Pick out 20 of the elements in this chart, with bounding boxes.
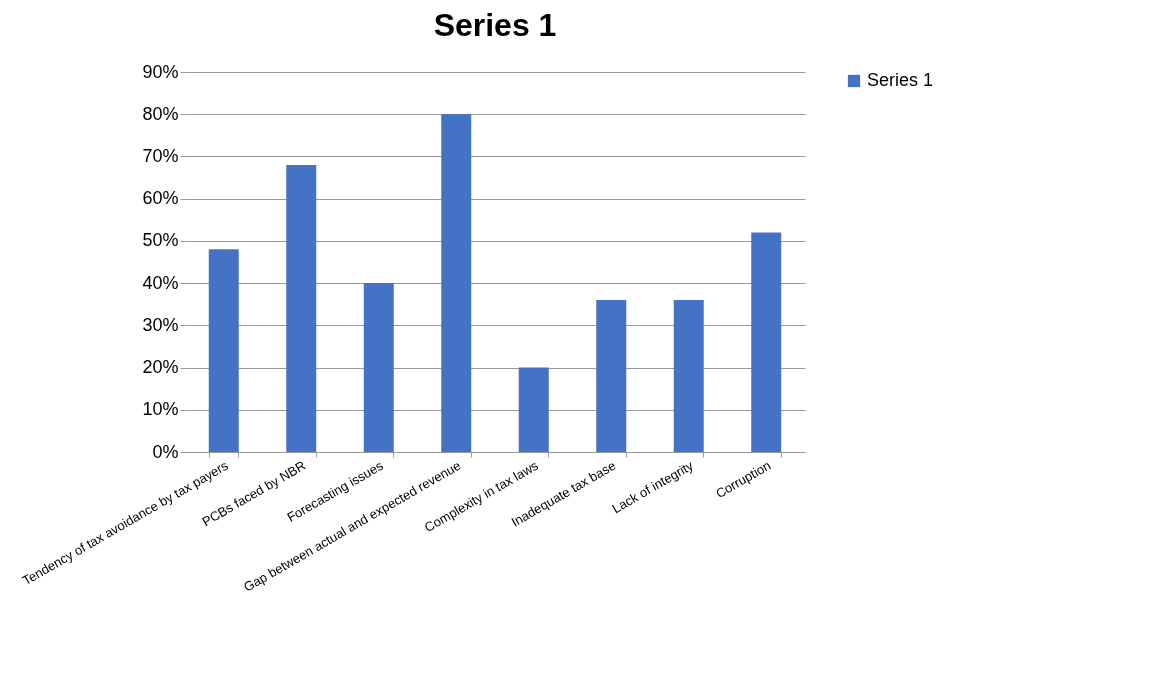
bar: [208, 249, 239, 452]
y-tick-label: 70%: [142, 145, 179, 166]
bar: [751, 232, 782, 452]
y-tick-label: 10%: [142, 399, 179, 420]
y-tick-label: 20%: [142, 357, 179, 378]
bar: [363, 283, 394, 452]
y-tick-label: 50%: [142, 230, 179, 251]
chart-title: Series 1: [433, 7, 557, 43]
y-tick-label: 90%: [142, 61, 179, 82]
legend-label: Series 1: [867, 70, 934, 90]
y-tick-label: 0%: [152, 441, 179, 462]
y-tick-label: 40%: [142, 272, 179, 293]
bar: [441, 114, 472, 452]
y-tick-label: 60%: [142, 188, 179, 209]
y-tick-label: 30%: [142, 314, 179, 335]
y-tick-label: 80%: [142, 103, 179, 124]
bar: [673, 300, 704, 452]
bar: [286, 164, 317, 452]
bar: [518, 367, 549, 452]
bar: [596, 300, 627, 452]
